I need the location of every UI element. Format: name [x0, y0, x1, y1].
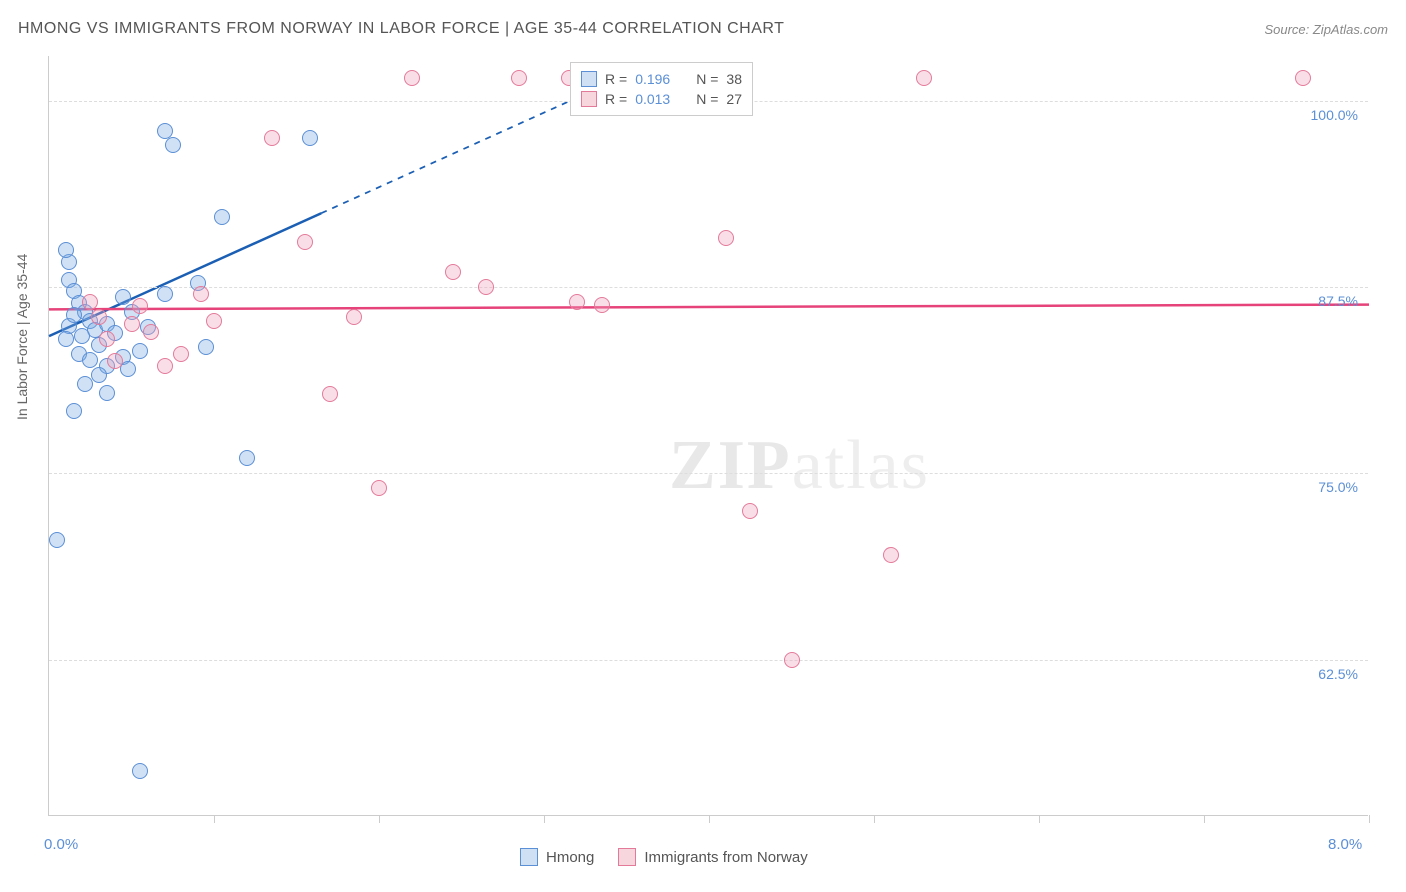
scatter-point	[99, 331, 115, 347]
scatter-point	[82, 352, 98, 368]
scatter-point	[107, 353, 123, 369]
scatter-point	[297, 234, 313, 250]
legend-label: Hmong	[546, 849, 594, 866]
n-value: 27	[726, 91, 742, 107]
n-value: 38	[726, 71, 742, 87]
legend-swatch	[618, 848, 636, 866]
r-value: 0.196	[635, 71, 670, 87]
x-tick	[379, 815, 380, 823]
scatter-point	[594, 297, 610, 313]
scatter-point	[445, 264, 461, 280]
x-tick	[1369, 815, 1370, 823]
scatter-point	[66, 403, 82, 419]
scatter-point	[478, 279, 494, 295]
r-label: R =	[605, 91, 627, 107]
scatter-point	[239, 450, 255, 466]
scatter-point	[157, 358, 173, 374]
scatter-point	[742, 503, 758, 519]
legend-item: Immigrants from Norway	[618, 848, 807, 866]
scatter-point	[173, 346, 189, 362]
y-axis-title: In Labor Force | Age 35-44	[14, 254, 30, 420]
scatter-point	[91, 309, 107, 325]
scatter-point	[77, 376, 93, 392]
legend-item: Hmong	[520, 848, 594, 866]
y-tick-label: 75.0%	[1298, 479, 1358, 495]
scatter-point	[143, 324, 159, 340]
scatter-point	[157, 286, 173, 302]
scatter-point	[371, 480, 387, 496]
scatter-point	[322, 386, 338, 402]
legend-label: Immigrants from Norway	[644, 849, 807, 866]
scatter-point	[404, 70, 420, 86]
scatter-point	[346, 309, 362, 325]
n-label: N =	[696, 91, 718, 107]
scatter-point	[302, 130, 318, 146]
scatter-point	[784, 652, 800, 668]
scatter-point	[718, 230, 734, 246]
scatter-point	[193, 286, 209, 302]
scatter-point	[99, 385, 115, 401]
scatter-point	[1295, 70, 1311, 86]
x-tick	[214, 815, 215, 823]
scatter-point	[132, 298, 148, 314]
legend-swatch	[520, 848, 538, 866]
series-legend: Hmong Immigrants from Norway	[520, 848, 808, 866]
scatter-point	[82, 294, 98, 310]
x-tick	[1039, 815, 1040, 823]
scatter-point	[74, 328, 90, 344]
scatter-point	[124, 316, 140, 332]
gridline	[49, 660, 1368, 661]
x-axis-max-label: 8.0%	[1328, 836, 1362, 853]
chart-title: HMONG VS IMMIGRANTS FROM NORWAY IN LABOR…	[18, 20, 784, 38]
gridline	[49, 473, 1368, 474]
r-value: 0.013	[635, 91, 670, 107]
scatter-point	[883, 547, 899, 563]
scatter-point	[165, 137, 181, 153]
chart-header: HMONG VS IMMIGRANTS FROM NORWAY IN LABOR…	[18, 20, 1388, 38]
scatter-point	[132, 343, 148, 359]
correlation-legend: R = 0.196 N = 38 R = 0.013 N = 27	[570, 62, 753, 116]
x-tick	[874, 815, 875, 823]
y-tick-label: 62.5%	[1298, 666, 1358, 682]
x-tick	[544, 815, 545, 823]
scatter-point	[264, 130, 280, 146]
n-label: N =	[696, 71, 718, 87]
scatter-point	[511, 70, 527, 86]
scatter-point	[132, 763, 148, 779]
chart-source: Source: ZipAtlas.com	[1264, 22, 1388, 37]
x-axis-min-label: 0.0%	[44, 836, 78, 853]
legend-swatch	[581, 71, 597, 87]
scatter-point	[66, 307, 82, 323]
scatter-point	[115, 289, 131, 305]
y-tick-label: 100.0%	[1298, 107, 1358, 123]
r-label: R =	[605, 71, 627, 87]
scatter-point	[916, 70, 932, 86]
y-tick-label: 87.5%	[1298, 293, 1358, 309]
scatter-point	[569, 294, 585, 310]
scatter-point	[49, 532, 65, 548]
scatter-point	[206, 313, 222, 329]
legend-swatch	[581, 91, 597, 107]
x-tick	[709, 815, 710, 823]
watermark: ZIPatlas	[669, 426, 930, 506]
scatter-point	[214, 209, 230, 225]
x-tick	[1204, 815, 1205, 823]
legend-row: R = 0.013 N = 27	[581, 89, 742, 109]
chart-plot-area: ZIPatlas	[48, 56, 1368, 816]
scatter-point	[157, 123, 173, 139]
legend-row: R = 0.196 N = 38	[581, 69, 742, 89]
scatter-point	[198, 339, 214, 355]
gridline	[49, 287, 1368, 288]
scatter-point	[58, 242, 74, 258]
scatter-point	[58, 331, 74, 347]
